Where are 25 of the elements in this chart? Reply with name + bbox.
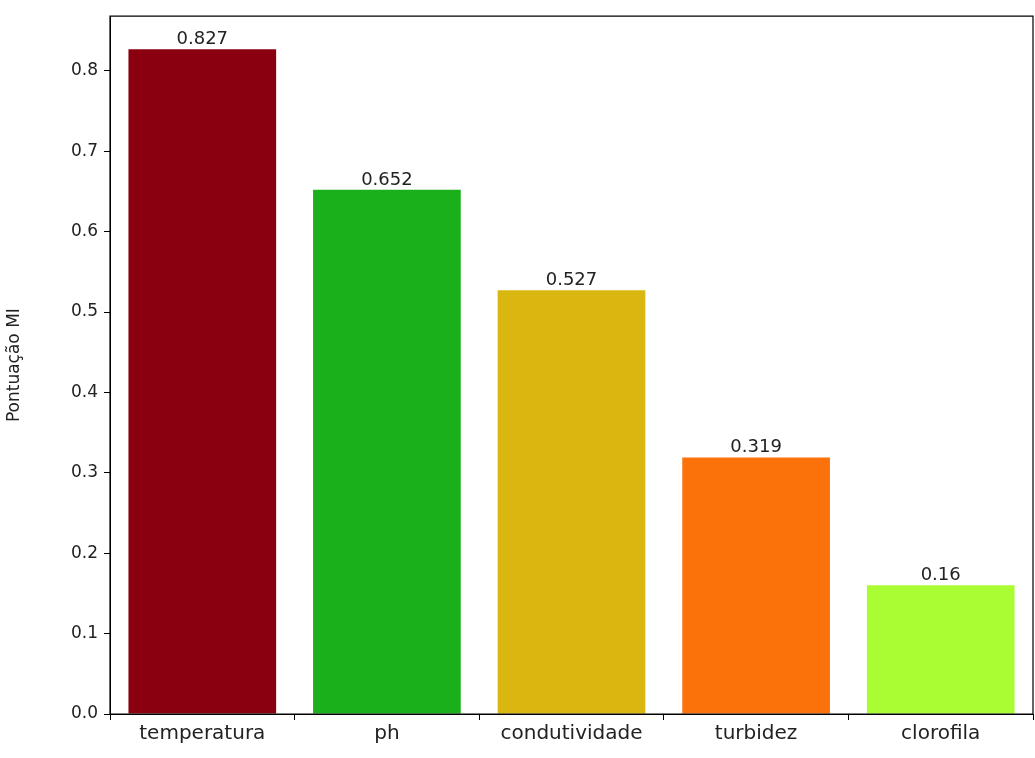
x-tick-label: condutividade [500,720,643,745]
y-tick-label: 0.3 [70,461,98,482]
y-tick-label: 0.6 [70,220,98,241]
bar [682,457,830,714]
bar [497,290,646,714]
y-tick-label: 0.7 [70,139,98,160]
x-tick-label: ph [374,720,400,745]
data-label: 0.319 [730,435,782,457]
data-label: 0.16 [920,563,961,585]
y-tick-label: 0.2 [70,541,98,562]
y-tick-label: 0.5 [70,300,98,321]
bar [866,585,1015,714]
y-tick-label: 0.8 [70,59,98,80]
y-tick-label: 0.0 [70,702,98,723]
x-tick-label: turbidez [714,720,798,745]
y-tick-label: 0.1 [70,622,98,643]
y-axis-title: Pontuação MI [2,308,23,423]
data-label: 0.652 [361,167,413,189]
x-tick-label: temperatura [139,720,266,745]
data-label: 0.527 [545,268,598,290]
bar [128,49,277,714]
y-tick-label: 0.4 [70,380,98,401]
bar [313,189,461,714]
x-tick-label: clorofila [901,720,981,745]
data-label: 0.827 [176,26,229,48]
